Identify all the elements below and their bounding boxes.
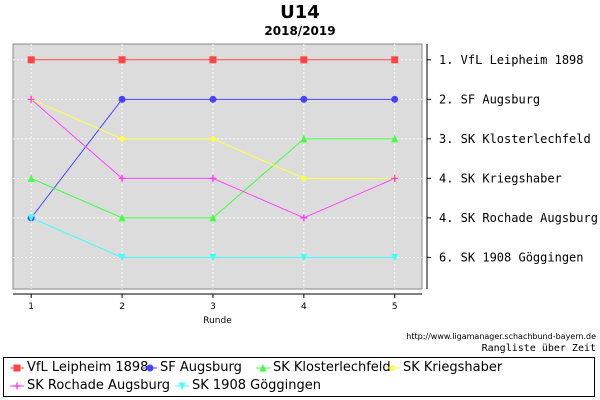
x-tick-label: 1 [28, 302, 34, 312]
data-point [300, 134, 308, 143]
chart-caption: Rangliste über Zeit [481, 343, 596, 354]
x-axis-label: Runde [203, 316, 232, 326]
legend-item: SK Klosterlechfeld [256, 360, 391, 376]
legend-label: SK Rochade Augsburg [27, 378, 171, 393]
data-point [209, 253, 217, 262]
legend-marker [178, 382, 186, 390]
chart-title: U14 [280, 2, 320, 23]
legend-item: VfL Leipheim 1898 [10, 360, 148, 376]
plot-area [12, 43, 423, 290]
x-tick-label: 4 [301, 302, 307, 312]
data-point [27, 56, 35, 64]
data-point [118, 135, 126, 143]
right-axis-label: 1. VfL Leipheim 1898 [439, 53, 584, 67]
legend-label: SF Augsburg [160, 360, 242, 375]
legend-item: SF Augsburg [143, 360, 242, 376]
right-axis-label: 3. SK Klosterlechfeld [439, 132, 591, 146]
data-point [300, 253, 308, 262]
legend-swatch [143, 364, 157, 371]
data-point [118, 56, 126, 64]
data-point [209, 174, 217, 182]
legend-swatch [175, 382, 189, 390]
x-tick-label: 3 [210, 302, 216, 312]
data-point [118, 253, 126, 262]
legend-marker [259, 363, 267, 371]
legend-item: SK Rochade Augsburg [10, 378, 170, 394]
data-point [391, 95, 399, 103]
right-axis-label: 6. SK 1908 Göggingen [439, 250, 584, 264]
legend-marker [146, 364, 154, 371]
source-url: http://www.ligamanager.schachbund-bayern… [406, 332, 596, 341]
data-point [27, 214, 35, 222]
data-point [118, 213, 126, 222]
right-axis-label: 2. SF Augsburg [439, 92, 540, 106]
legend-item: SK 1908 Göggingen [175, 378, 321, 394]
legend: VfL Leipheim 1898 SF Augsburg SK Klosterle… [3, 357, 595, 397]
data-point [300, 95, 308, 103]
data-point [209, 135, 217, 143]
data-point [209, 213, 217, 222]
data-point [391, 56, 399, 64]
data-point [27, 174, 35, 182]
x-tick-label: 2 [119, 302, 125, 312]
legend-label: SK Kriegshaber [403, 360, 503, 375]
legend-swatch [386, 364, 400, 371]
x-tick-label: 5 [392, 302, 398, 312]
data-point [209, 95, 217, 103]
data-point [300, 56, 308, 64]
right-axis-label: 4. SK Rochade Augsburg [439, 211, 598, 225]
data-point [118, 174, 126, 182]
legend-marker [13, 382, 21, 389]
data-point [300, 174, 308, 182]
legend-swatch [10, 382, 24, 389]
data-point [391, 253, 399, 262]
data-point [209, 56, 217, 64]
legend-label: SK 1908 Göggingen [192, 378, 321, 393]
data-point [391, 134, 399, 143]
data-point [27, 95, 35, 103]
legend-marker [389, 364, 397, 371]
data-point [300, 214, 308, 222]
data-point [391, 174, 399, 182]
legend-swatch [256, 363, 270, 371]
legend-marker [13, 364, 21, 371]
legend-swatch [10, 364, 24, 371]
right-axis-label: 4. SK Kriegshaber [439, 171, 562, 185]
data-point [118, 95, 126, 103]
legend-label: VfL Leipheim 1898 [27, 360, 149, 375]
chart-subtitle: 2018/2019 [264, 24, 336, 38]
legend-label: SK Klosterlechfeld [273, 360, 391, 375]
legend-item: SK Kriegshaber [386, 360, 502, 376]
